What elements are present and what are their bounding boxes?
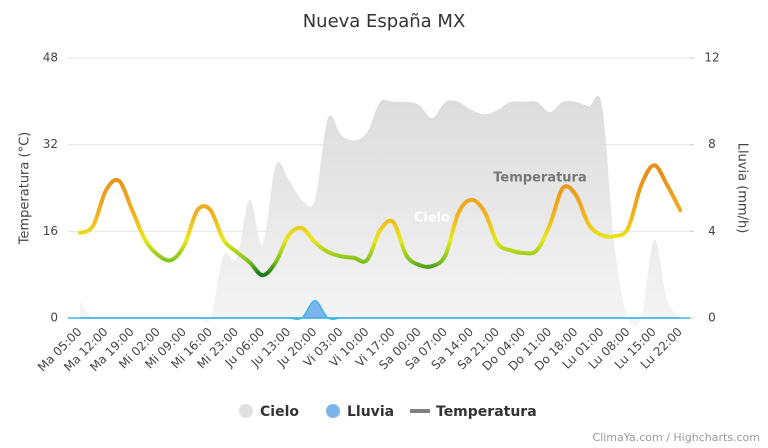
y-tick-label: 48: [43, 51, 58, 65]
y-axis-title: Temperatura (°C): [18, 132, 33, 245]
line: [78, 163, 683, 278]
y2-tick-label: 12: [704, 51, 719, 65]
chart-title: Nueva España MX: [303, 11, 466, 32]
y2-tick-label: 4: [708, 224, 716, 238]
credits: ClimaYa.com / Highcharts.com: [593, 431, 760, 444]
y2-tick-label: 8: [708, 137, 716, 151]
area: [80, 95, 681, 328]
legend-label: Lluvia: [347, 404, 394, 420]
legend-symbol: [239, 404, 253, 418]
y2-axis-title: Lluvia (mm/h): [735, 143, 750, 234]
legend-symbol: [326, 404, 340, 418]
legend-symbol: [410, 409, 430, 413]
series-label: Cielo: [414, 211, 450, 226]
legend-label: Temperatura: [436, 404, 537, 420]
y-tick-label: 16: [43, 224, 58, 238]
series-label: Temperatura: [493, 171, 586, 186]
y-tick-label: 0: [50, 311, 58, 325]
y2-tick-label: 0: [708, 311, 716, 325]
y-tick-label: 32: [43, 137, 58, 151]
legend-label: Cielo: [260, 404, 299, 420]
